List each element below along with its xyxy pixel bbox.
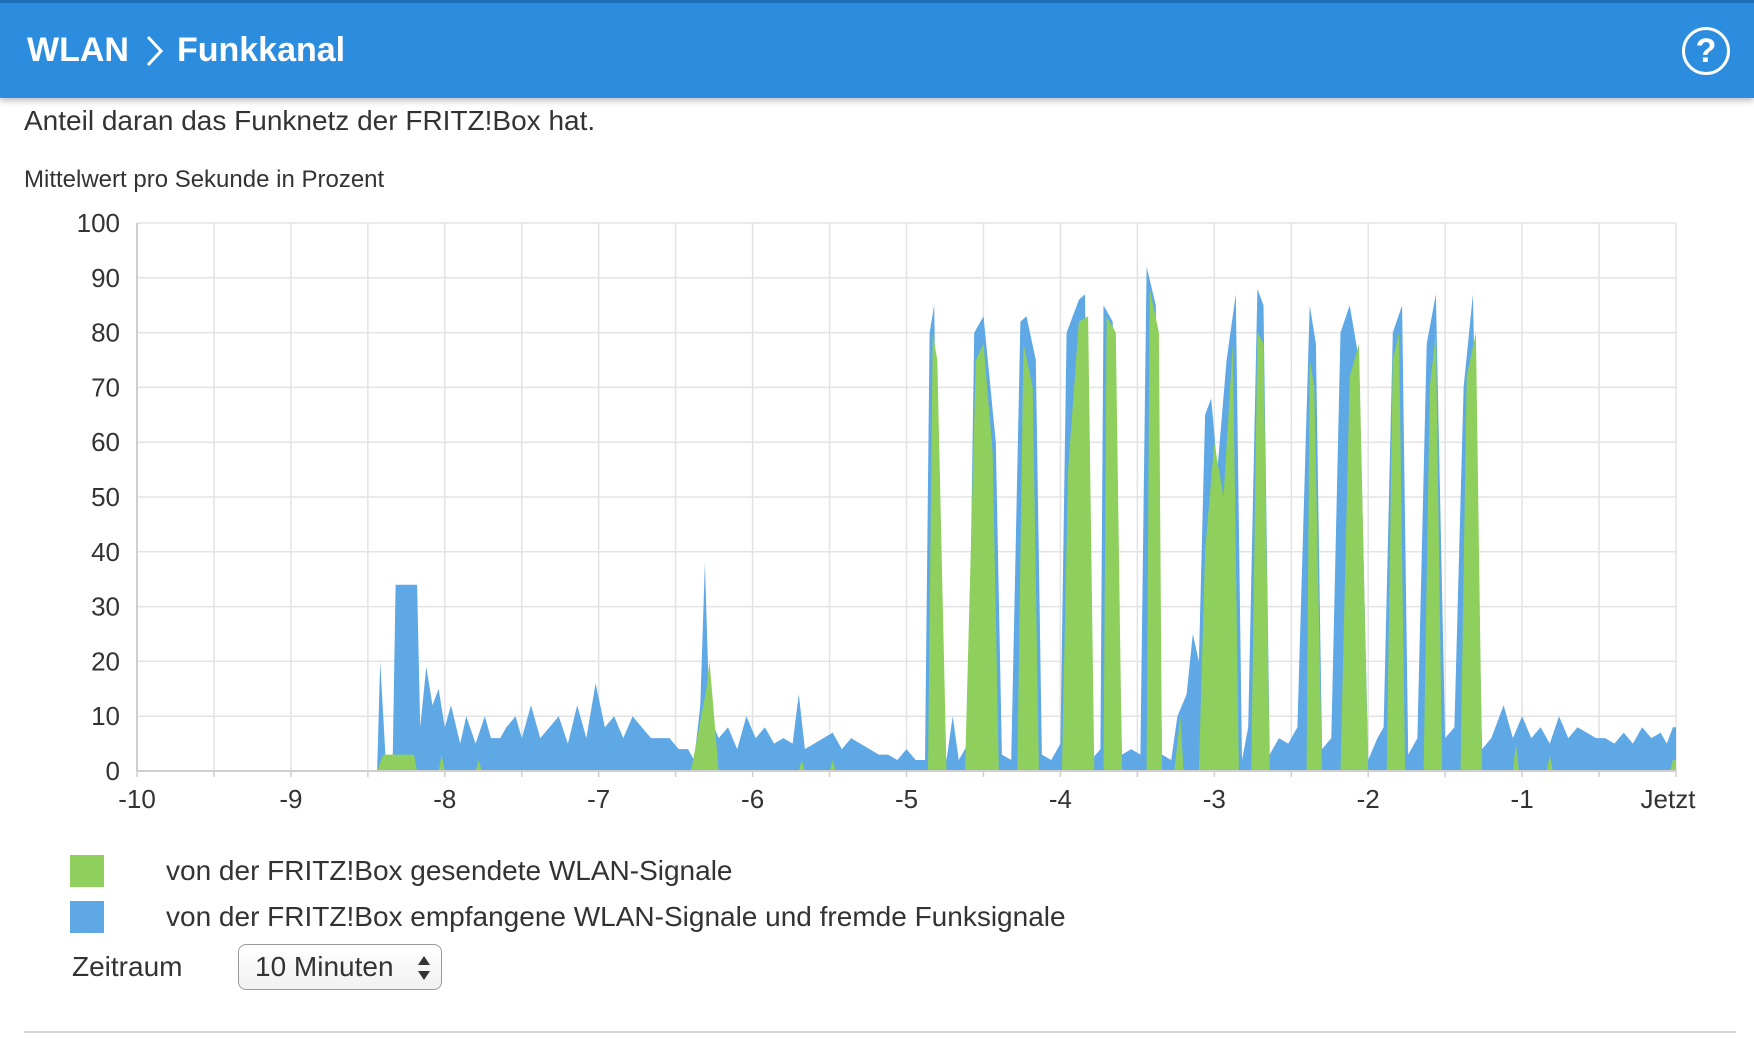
zeitraum-selected-value: 10 Minuten [255, 951, 394, 982]
x-tick-label: -7 [587, 784, 610, 814]
chart-grid [136, 222, 1677, 772]
chart-legend: von der FRITZ!Box gesendete WLAN-Signale… [70, 848, 1066, 940]
x-tick-label: -1 [1511, 784, 1534, 814]
page-header: WLAN Funkkanal ? [0, 0, 1754, 98]
chart-series [137, 266, 1676, 771]
y-tick-label: 40 [91, 537, 120, 567]
y-tick-label: 90 [91, 263, 120, 293]
y-tick-label: 0 [106, 756, 120, 786]
x-tick-label: -9 [279, 784, 302, 814]
legend-label-received: von der FRITZ!Box empfangene WLAN-Signal… [166, 901, 1066, 932]
chevron-right-icon [141, 31, 167, 71]
legend-label-sent: von der FRITZ!Box gesendete WLAN-Signale [166, 855, 733, 886]
legend-swatch-sent [70, 855, 104, 887]
x-tick-label: -2 [1357, 784, 1380, 814]
y-tick-label: 70 [91, 372, 120, 402]
y-tick-label: 100 [77, 208, 120, 238]
y-tick-label: 30 [91, 592, 120, 622]
y-tick-label: 20 [91, 646, 120, 676]
legend-item-sent: von der FRITZ!Box gesendete WLAN-Signale [70, 848, 1066, 894]
zeitraum-select[interactable]: 10 Minuten [238, 944, 442, 990]
chart-axes [136, 223, 1677, 777]
y-tick-label: 50 [91, 482, 120, 512]
breadcrumb-item-funkkanal: Funkkanal [176, 31, 346, 69]
zeitraum-label: Zeitraum [72, 951, 183, 982]
y-tick-label: 60 [91, 427, 120, 457]
section-divider [24, 1031, 1736, 1033]
y-tick-label: 10 [91, 701, 120, 731]
zeitraum-row: Zeitraum 10 Minuten [72, 944, 442, 990]
question-circle-icon: ? [1695, 31, 1717, 70]
x-tick-label: -6 [741, 784, 764, 814]
y-tick-label: 80 [91, 318, 120, 348]
legend-item-received: von der FRITZ!Box empfangene WLAN-Signal… [70, 894, 1066, 940]
help-button[interactable]: ? [1682, 27, 1730, 75]
x-tick-label: -10 [118, 784, 156, 814]
x-tick-label: -5 [895, 784, 918, 814]
breadcrumb: WLAN Funkkanal [27, 3, 345, 98]
up-down-arrows-icon [418, 956, 430, 980]
legend-swatch-received [70, 901, 104, 933]
series-area-received [137, 266, 1676, 771]
breadcrumb-item-wlan[interactable]: WLAN [27, 31, 129, 69]
x-tick-label: -3 [1203, 784, 1226, 814]
chart-y-axis-title: Mittelwert pro Sekunde in Prozent [24, 166, 385, 193]
x-tick-label: Jetzt [1641, 784, 1697, 814]
x-tick-label: -8 [433, 784, 456, 814]
intro-text: Anteil daran das Funknetz der FRITZ!Box … [24, 105, 596, 136]
x-tick-label: -4 [1049, 784, 1072, 814]
